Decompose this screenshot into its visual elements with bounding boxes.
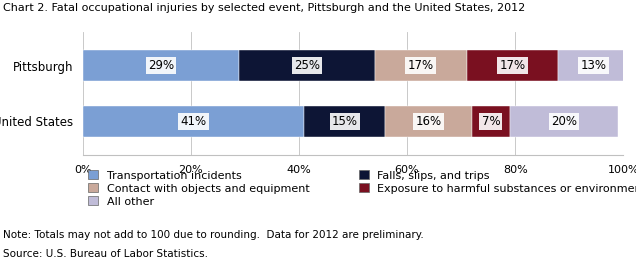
Text: 17%: 17% [408, 59, 434, 72]
Bar [83, 106, 304, 137]
Text: Source: U.S. Bureau of Labor Statistics.: Source: U.S. Bureau of Labor Statistics. [3, 249, 208, 259]
Bar [466, 50, 558, 81]
Bar [375, 50, 466, 81]
Text: 25%: 25% [294, 59, 320, 72]
Text: 41%: 41% [181, 115, 207, 128]
Text: 7%: 7% [481, 115, 500, 128]
Bar [83, 50, 239, 81]
Text: 15%: 15% [332, 115, 358, 128]
Bar [304, 106, 385, 137]
Bar [239, 50, 375, 81]
Bar [509, 106, 618, 137]
Bar [472, 106, 509, 137]
Bar [385, 106, 472, 137]
Bar [558, 50, 628, 81]
Text: Chart 2. Fatal occupational injuries by selected event, Pittsburgh and the Unite: Chart 2. Fatal occupational injuries by … [3, 3, 525, 13]
Text: 17%: 17% [499, 59, 525, 72]
Legend: Falls, slips, and trips, Exposure to harmful substances or environments: Falls, slips, and trips, Exposure to har… [359, 170, 636, 194]
Text: 29%: 29% [148, 59, 174, 72]
Text: 13%: 13% [581, 59, 607, 72]
Text: 16%: 16% [415, 115, 442, 128]
Text: 20%: 20% [551, 115, 577, 128]
Text: Note: Totals may not add to 100 due to rounding.  Data for 2012 are preliminary.: Note: Totals may not add to 100 due to r… [3, 230, 424, 240]
